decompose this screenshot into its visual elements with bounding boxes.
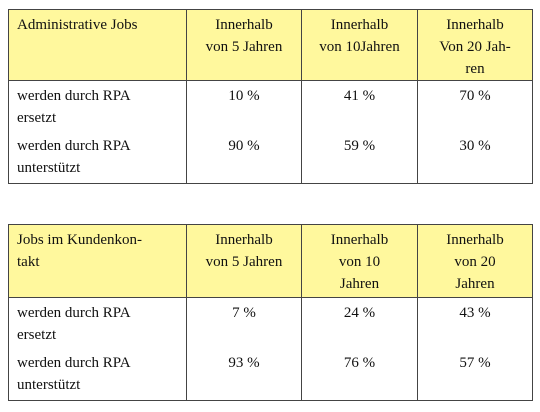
customer-contact-jobs-table: Jobs im Kundenkon- takt Innerhalb von 5 …	[8, 224, 533, 401]
header-cell-10-years: Innerhalb von 10Jahren	[301, 9, 418, 81]
value-supported-5-years: 90 %	[228, 138, 260, 154]
value-replaced-5-years: 7 %	[232, 305, 256, 321]
header-cell-10-years: Innerhalb von 10 Jahren	[301, 224, 418, 298]
header-cell-20-years: Innerhalb Von 20 Jah- ren	[417, 9, 533, 81]
value-supported-20-years: 30 %	[459, 138, 491, 154]
row-label-supported: werden durch RPA unterstützt	[17, 138, 131, 176]
values-10-years-cell: 24 % 76 %	[301, 297, 418, 401]
header-cell-category: Jobs im Kundenkon- takt	[8, 224, 187, 298]
header-cell-5-years: Innerhalb von 5 Jahren	[186, 9, 302, 81]
value-supported-5-years: 93 %	[228, 355, 260, 371]
administrative-jobs-table: Administrative Jobs Innerhalb von 5 Jahr…	[8, 9, 533, 184]
row-label-supported: werden durch RPA unterstützt	[17, 355, 131, 393]
table-body-row: werden durch RPA ersetzt werden durch RP…	[8, 297, 533, 401]
table-header-row: Administrative Jobs Innerhalb von 5 Jahr…	[8, 9, 533, 81]
value-replaced-10-years: 24 %	[343, 305, 376, 321]
value-supported-20-years: 57 %	[459, 355, 491, 371]
values-20-years-cell: 43 % 57 %	[417, 297, 533, 401]
header-cell-20-years: Innerhalb von 20 Jahren	[417, 224, 533, 298]
value-supported-10-years: 76 %	[343, 355, 376, 371]
table-body-row: werden durch RPA ersetzt werden durch RP…	[8, 80, 533, 184]
value-replaced-20-years: 43 %	[459, 305, 491, 321]
header-cell-5-years: Innerhalb von 5 Jahren	[186, 224, 302, 298]
row-labels-cell: werden durch RPA ersetzt werden durch RP…	[8, 297, 187, 401]
value-replaced-20-years: 70 %	[459, 88, 491, 104]
header-cell-category: Administrative Jobs	[8, 9, 187, 81]
row-labels-cell: werden durch RPA ersetzt werden durch RP…	[8, 80, 187, 184]
values-5-years-cell: 7 % 93 %	[186, 297, 302, 401]
row-label-replaced: werden durch RPA ersetzt	[17, 305, 131, 343]
value-replaced-10-years: 41 %	[343, 88, 376, 104]
values-10-years-cell: 41 % 59 %	[301, 80, 418, 184]
value-replaced-5-years: 10 %	[228, 88, 260, 104]
values-20-years-cell: 70 % 30 %	[417, 80, 533, 184]
value-supported-10-years: 59 %	[343, 138, 376, 154]
values-5-years-cell: 10 % 90 %	[186, 80, 302, 184]
table-header-row: Jobs im Kundenkon- takt Innerhalb von 5 …	[8, 224, 533, 298]
row-label-replaced: werden durch RPA ersetzt	[17, 88, 131, 126]
